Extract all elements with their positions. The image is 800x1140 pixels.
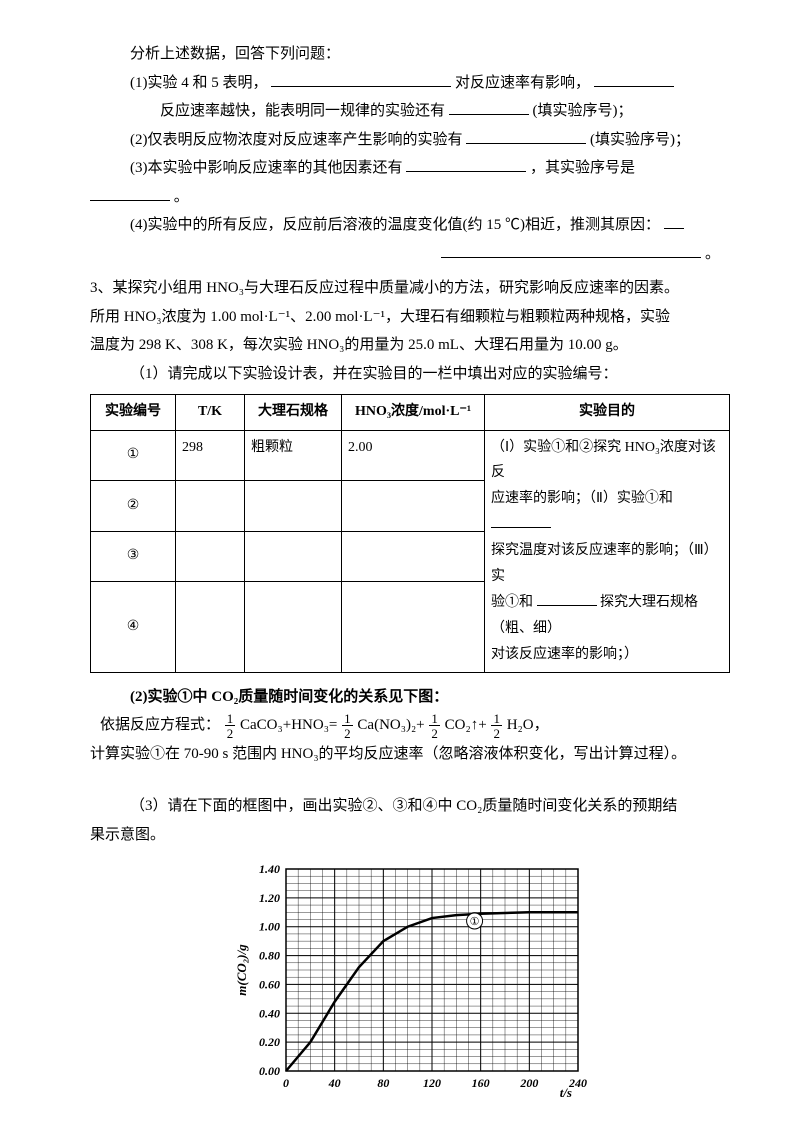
q1-text-b: 对反应速率有影响， xyxy=(455,75,590,91)
svg-text:0.60: 0.60 xyxy=(259,978,280,992)
blank[interactable] xyxy=(90,185,170,201)
cell-id: ④ xyxy=(91,582,176,672)
svg-text:0.00: 0.00 xyxy=(259,1064,280,1078)
eqn-pre: 依据反应方程式： xyxy=(100,717,220,733)
eqn-d: H₂O， xyxy=(507,717,549,733)
question-4: (4)实验中的所有反应，反应前后溶液的温度变化值(约 15 ℃)相近，推测其原因… xyxy=(90,211,730,240)
svg-text:160: 160 xyxy=(472,1076,490,1090)
chart-svg: ① 0.00 0.20 0.40 0.60 0.80 1.00 1.20 1.40 0 40 80 12… xyxy=(230,859,590,1099)
svg-text:1.40: 1.40 xyxy=(259,862,280,876)
question-2: (2)仅表明反应物浓度对反应速率产生影响的实验有 (填实验序号)； xyxy=(90,126,730,155)
cell-spec: 粗颗粒 xyxy=(245,430,342,481)
svg-text:1.00: 1.00 xyxy=(259,920,280,934)
cell-id: ② xyxy=(91,481,176,532)
q3-text-a: (3)本实验中影响反应速率的其他因素还有 xyxy=(130,160,403,176)
q3-sub2-line3: 计算实验①在 70-90 s 范围内 HNO₃的平均反应速率（忽略溶液体积变化，… xyxy=(90,740,730,769)
q4-text-b: 。 xyxy=(705,246,720,262)
q1-text-a: (1)实验 4 和 5 表明， xyxy=(130,75,268,91)
blank[interactable] xyxy=(406,156,526,172)
q3-intro-line3: 温度为 298 K、308 K，每次实验 HNO₃的用量为 25.0 mL、大理… xyxy=(90,331,730,360)
svg-text:120: 120 xyxy=(423,1076,441,1090)
eqn-a: CaCO₃+HNO₃= xyxy=(240,717,337,733)
blank[interactable] xyxy=(594,71,674,87)
svg-text:0.20: 0.20 xyxy=(259,1035,280,1049)
cell-conc: 2.00 xyxy=(342,430,485,481)
svg-text:①: ① xyxy=(470,916,480,928)
cell-spec[interactable] xyxy=(245,531,342,582)
col-id: 实验编号 xyxy=(91,395,176,431)
q2-text-a: (2)仅表明反应物浓度对反应速率产生影响的实验有 xyxy=(130,132,463,148)
q3-intro-line2: 所用 HNO₃浓度为 1.00 mol·L⁻¹、2.00 mol·L⁻¹，大理石… xyxy=(90,303,730,332)
svg-text:t/s: t/s xyxy=(560,1085,572,1099)
co2-mass-chart: ① 0.00 0.20 0.40 0.60 0.80 1.00 1.20 1.40 0 40 80 12… xyxy=(220,859,600,1110)
cell-id: ① xyxy=(91,430,176,481)
cell-conc[interactable] xyxy=(342,531,485,582)
q4-text-a: (4)实验中的所有反应，反应前后溶液的温度变化值(约 15 ℃)相近，推测其原因… xyxy=(130,217,660,233)
blank[interactable] xyxy=(537,591,597,606)
svg-text:m(CO₂)/g: m(CO₂)/g xyxy=(234,944,249,996)
cell-conc[interactable] xyxy=(342,582,485,672)
svg-text:0.40: 0.40 xyxy=(259,1006,280,1020)
question-1-cont: 反应速率越快，能表明同一规律的实验还有 (填实验序号)； xyxy=(90,97,730,126)
question-3: (3)本实验中影响反应速率的其他因素还有 ，其实验序号是 xyxy=(90,154,730,183)
blank[interactable] xyxy=(664,213,684,229)
cell-spec[interactable] xyxy=(245,481,342,532)
q3-sub1: （1）请完成以下实验设计表，并在实验目的一栏中填出对应的实验编号： xyxy=(90,360,730,389)
svg-text:0.80: 0.80 xyxy=(259,949,280,963)
cell-temp[interactable] xyxy=(176,531,245,582)
blank[interactable] xyxy=(271,71,451,87)
cell-spec[interactable] xyxy=(245,582,342,672)
purpose-a: （Ⅰ）实验①和②探究 HNO₃浓度对该反 xyxy=(491,440,716,481)
purpose-f: 对该反应速率的影响；） xyxy=(491,647,638,662)
question-1: (1)实验 4 和 5 表明， 对反应速率有影响， xyxy=(90,69,730,98)
fraction: 12 xyxy=(225,712,236,740)
col-temp: T/K xyxy=(176,395,245,431)
col-purpose: 实验目的 xyxy=(485,395,730,431)
svg-text:1.20: 1.20 xyxy=(259,891,280,905)
eqn-c: CO₂↑+ xyxy=(445,717,487,733)
cell-id: ③ xyxy=(91,531,176,582)
q3-sub3-line2: 果示意图。 xyxy=(90,821,730,850)
analysis-intro: 分析上述数据，回答下列问题： xyxy=(90,40,730,69)
blank[interactable] xyxy=(491,513,551,528)
q1-text-d: (填实验序号)； xyxy=(533,103,633,119)
eqn-b: Ca(NO₃)₂+ xyxy=(357,717,424,733)
svg-text:80: 80 xyxy=(377,1076,389,1090)
svg-text:40: 40 xyxy=(328,1076,341,1090)
cell-purpose: （Ⅰ）实验①和②探究 HNO₃浓度对该反 应速率的影响；（Ⅱ）实验①和 探究温度… xyxy=(485,430,730,672)
q2-text-b: (填实验序号)； xyxy=(590,132,690,148)
col-conc: HNO₃浓度/mol·L⁻¹ xyxy=(342,395,485,431)
q3-text-b: ，其实验序号是 xyxy=(530,160,635,176)
fraction: 12 xyxy=(491,712,502,740)
cell-conc[interactable] xyxy=(342,481,485,532)
blank[interactable] xyxy=(466,128,586,144)
q3-intro-line1: 3、某探究小组用 HNO₃与大理石反应过程中质量减小的方法，研究影响反应速率的因… xyxy=(90,274,730,303)
purpose-c: 探究温度对该反应速率的影响；（Ⅲ）实 xyxy=(491,543,718,584)
svg-text:200: 200 xyxy=(519,1076,538,1090)
q3-sub2-equation: 依据反应方程式： 12 CaCO₃+HNO₃= 12 Ca(NO₃)₂+ 12 … xyxy=(90,711,730,740)
purpose-b: 应速率的影响；（Ⅱ）实验①和 xyxy=(491,491,673,506)
q3-text-c: 。 xyxy=(174,189,189,205)
experiment-table: 实验编号 T/K 大理石规格 HNO₃浓度/mol·L⁻¹ 实验目的 ① 298… xyxy=(90,394,730,673)
blank[interactable] xyxy=(449,99,529,115)
col-spec: 大理石规格 xyxy=(245,395,342,431)
table-header-row: 实验编号 T/K 大理石规格 HNO₃浓度/mol·L⁻¹ 实验目的 xyxy=(91,395,730,431)
q1-text-c: 反应速率越快，能表明同一规律的实验还有 xyxy=(160,103,445,119)
q3-sub3-line1: （3）请在下面的框图中，画出实验②、③和④中 CO₂质量随时间变化关系的预期结 xyxy=(90,792,730,821)
blank[interactable] xyxy=(441,242,701,258)
q3-sub2-line1: (2)实验①中 CO₂质量随时间变化的关系见下图： xyxy=(90,683,730,712)
question-4-blank-line: 。 xyxy=(90,240,730,269)
cell-temp: 298 xyxy=(176,430,245,481)
purpose-d: 验①和 xyxy=(491,595,533,610)
fraction: 12 xyxy=(429,712,440,740)
question-3-blank-line: 。 xyxy=(90,183,730,212)
table-row: ① 298 粗颗粒 2.00 （Ⅰ）实验①和②探究 HNO₃浓度对该反 应速率的… xyxy=(91,430,730,481)
svg-text:0: 0 xyxy=(283,1076,289,1090)
fraction: 12 xyxy=(342,712,353,740)
cell-temp[interactable] xyxy=(176,582,245,672)
cell-temp[interactable] xyxy=(176,481,245,532)
